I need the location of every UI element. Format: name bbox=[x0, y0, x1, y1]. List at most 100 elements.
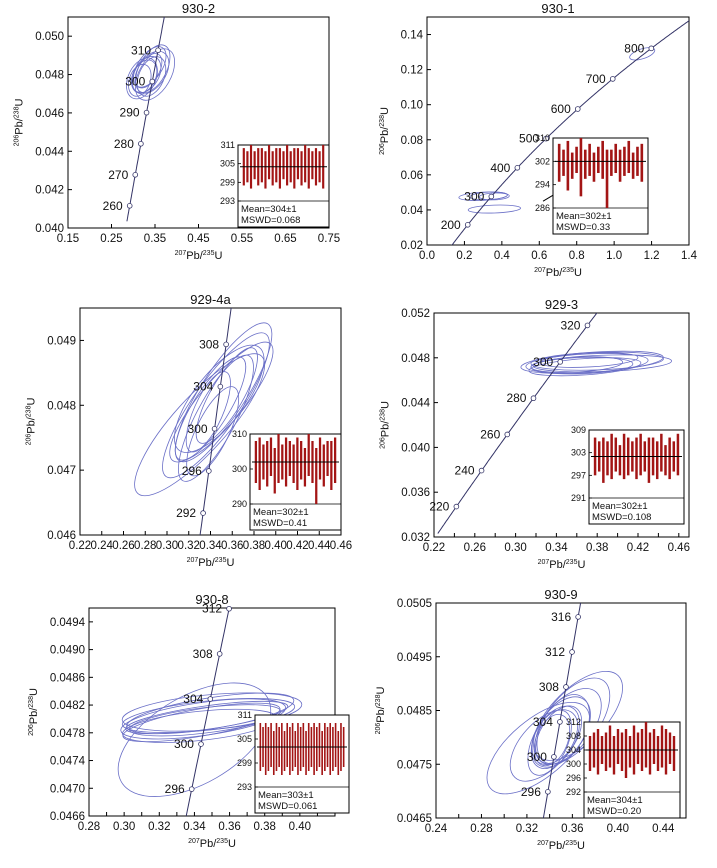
inset-error-bar bbox=[264, 151, 267, 189]
error-ellipse bbox=[178, 354, 254, 482]
x-tick-label: 0.8 bbox=[569, 250, 585, 262]
inset-error-bar bbox=[588, 736, 592, 771]
concordia-curve bbox=[199, 308, 232, 535]
concordia-curve bbox=[451, 20, 689, 245]
inset-error-bar bbox=[283, 731, 286, 771]
inset-error-bar bbox=[627, 140, 631, 173]
error-ellipse bbox=[174, 322, 273, 463]
age-label: 700 bbox=[586, 72, 606, 86]
x-tick-label: 1.4 bbox=[681, 250, 698, 262]
age-label: 308 bbox=[539, 680, 559, 694]
age-marker bbox=[563, 684, 569, 690]
chart-panel-930-8: 930-8 296 300 304 308 312 0.28 0.30 0.32 0.34 0.36… bbox=[28, 592, 350, 850]
inset-y-tick-label: 312 bbox=[566, 717, 581, 727]
inset-error-bar bbox=[321, 731, 323, 775]
inset-error-bar bbox=[326, 441, 329, 476]
y-tick-label: 0.0475 bbox=[397, 759, 432, 771]
error-ellipse bbox=[467, 204, 521, 214]
x-tick-label: 0.34 bbox=[199, 540, 222, 552]
age-label: 400 bbox=[490, 161, 510, 175]
inset-error-bar bbox=[294, 731, 297, 767]
y-tick-label: 0.12 bbox=[401, 65, 423, 77]
inset-error-bar bbox=[604, 732, 608, 771]
inset-error-bar bbox=[281, 723, 283, 775]
error-ellipse bbox=[121, 692, 303, 732]
inset-error-bar bbox=[307, 434, 310, 476]
inset-error-bar bbox=[614, 437, 618, 472]
age-label: 240 bbox=[455, 464, 475, 478]
x-tick-label: 0.22 bbox=[423, 542, 445, 554]
inset-y-tick-label: 290 bbox=[232, 499, 247, 509]
inset-error-bar bbox=[286, 723, 289, 767]
inset-error-bar bbox=[624, 729, 628, 778]
x-tick-label: 1.2 bbox=[644, 250, 660, 262]
inset-error-bar bbox=[305, 731, 307, 775]
age-label: 300 bbox=[188, 422, 208, 436]
inset-error-bar bbox=[672, 736, 676, 771]
inset-error-bar bbox=[277, 434, 280, 483]
inset-error-bar bbox=[592, 152, 596, 182]
inset-error-bar bbox=[289, 727, 291, 775]
inset-error-bar bbox=[596, 729, 600, 775]
age-label: 296 bbox=[182, 464, 202, 478]
inset-error-bar bbox=[300, 151, 303, 186]
inset-mswd-text: MSWD=0.068 bbox=[241, 215, 300, 226]
inset-mean-text: Mean=302±1 bbox=[592, 501, 648, 512]
chart-title: 930-8 bbox=[195, 592, 228, 607]
age-marker bbox=[464, 222, 471, 228]
age-label: 312 bbox=[545, 645, 565, 659]
age-label: 304 bbox=[533, 715, 553, 729]
inset-mean-text: Mean=303±1 bbox=[258, 790, 314, 801]
error-ellipse bbox=[486, 701, 590, 795]
inset-error-bar bbox=[636, 732, 640, 764]
inset-mswd-text: MSWD=0.061 bbox=[258, 801, 317, 812]
age-marker bbox=[149, 78, 156, 85]
inset-error-bar bbox=[282, 151, 285, 180]
inset-error-bar bbox=[562, 149, 565, 176]
inset-error-bar bbox=[260, 148, 263, 183]
y-tick-label: 0.0494 bbox=[50, 617, 86, 629]
x-tick-label: 0.30 bbox=[113, 821, 135, 833]
inset-y-tick-label: 294 bbox=[535, 180, 550, 190]
inset-y-tick-label: 303 bbox=[571, 448, 586, 458]
y-tick-label: 0.02 bbox=[401, 240, 423, 252]
inset-error-bar bbox=[628, 736, 632, 768]
inset-error-bar bbox=[286, 145, 289, 186]
y-axis-label: 206Pb/238U bbox=[26, 398, 38, 446]
inset-y-tick-label: 292 bbox=[566, 787, 581, 797]
inset-y-tick-label: 304 bbox=[566, 745, 581, 755]
inset-y-tick-label: 305 bbox=[237, 734, 252, 744]
y-tick-label: 0.10 bbox=[401, 100, 423, 112]
y-tick-label: 0.0474 bbox=[50, 756, 86, 768]
inset-error-bar bbox=[337, 731, 340, 775]
inset-error-bar bbox=[311, 151, 314, 180]
inset-error-bar bbox=[668, 437, 671, 480]
inset-error-bar bbox=[588, 143, 591, 176]
inset-error-bar bbox=[267, 727, 270, 771]
concordia-curve bbox=[542, 603, 582, 818]
age-marker bbox=[206, 468, 212, 474]
y-tick-label: 0.040 bbox=[401, 442, 430, 454]
inset-error-bar bbox=[307, 148, 310, 189]
inset-error-bar bbox=[322, 444, 325, 487]
x-tick-label: 0.4 bbox=[494, 250, 511, 262]
x-tick-label: 0.28 bbox=[470, 823, 492, 835]
inset-error-bar bbox=[618, 445, 622, 476]
age-label: 308 bbox=[199, 337, 219, 351]
error-ellipse bbox=[174, 356, 247, 461]
x-tick-label: 0.40 bbox=[607, 823, 629, 835]
inset-error-bar bbox=[610, 149, 613, 176]
x-tick-label: 0.25 bbox=[100, 233, 122, 245]
x-axis-label: 207Pb/235U bbox=[175, 250, 223, 262]
age-marker bbox=[200, 510, 206, 516]
age-marker bbox=[143, 109, 150, 116]
chart-title: 930-1 bbox=[541, 1, 574, 16]
age-marker bbox=[488, 193, 495, 200]
age-label: 304 bbox=[183, 692, 203, 706]
age-marker bbox=[198, 741, 204, 747]
inset-error-bar bbox=[302, 723, 305, 767]
y-tick-label: 0.0486 bbox=[50, 672, 85, 684]
